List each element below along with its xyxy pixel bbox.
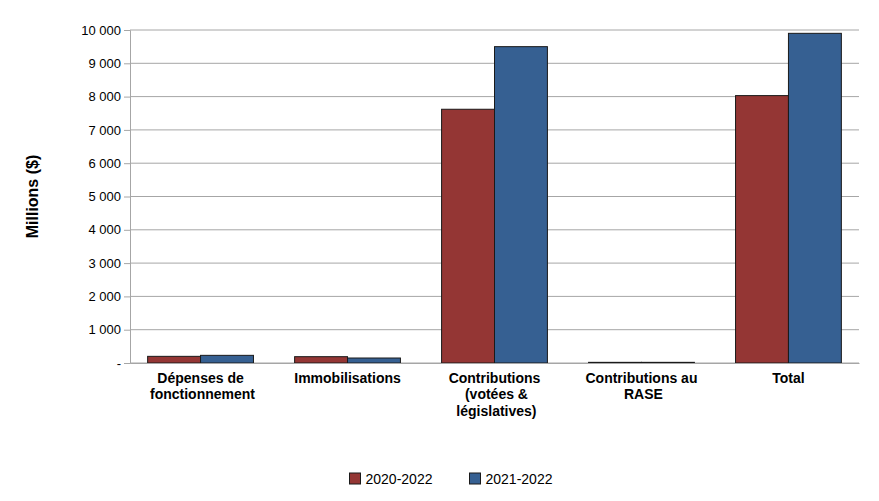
- x-tick-label: Dépenses de fonctionnement: [146, 370, 255, 403]
- x-tick-label-line: Contributions: [449, 370, 541, 386]
- x-tick-label: Contributions au RASE: [585, 370, 697, 403]
- legend-label: 2021-2022: [486, 471, 553, 487]
- x-tick-label-line: législatives): [452, 403, 536, 419]
- bar: [442, 109, 495, 363]
- chart: - 1 000 2 000 3 000 4 000 5 000 6 000 7 000 8 00…: [0, 0, 879, 501]
- grid-line: [130, 30, 859, 31]
- y-axis: - 1 000 2 000 3 000 4 000 5 000 6 000 7 000 8 00…: [81, 23, 130, 371]
- bar: [641, 362, 694, 363]
- x-tick-label: Contributions (votées & législatives): [449, 370, 541, 420]
- y-tick-label: 3 000: [88, 256, 121, 271]
- bar: [148, 356, 201, 363]
- bar: [348, 358, 401, 363]
- y-tick-label: -: [117, 356, 121, 371]
- x-tick-label-line: (votées &: [461, 386, 528, 402]
- y-tick-mark: [124, 130, 130, 131]
- y-tick-mark: [124, 263, 130, 264]
- y-tick: 3 000: [88, 256, 130, 271]
- bar: [495, 47, 548, 363]
- plot: - 1 000 2 000 3 000 4 000 5 000 6 000 7 000 8 00…: [81, 23, 859, 420]
- x-tick-label-line: Immobilisations: [294, 370, 401, 386]
- y-tick-label: 1 000: [88, 322, 121, 337]
- y-tick-mark: [124, 163, 130, 164]
- y-tick: 10 000: [81, 23, 130, 38]
- y-tick: 1 000: [88, 322, 130, 337]
- y-tick: 5 000: [88, 189, 130, 204]
- y-tick-label: 8 000: [88, 89, 121, 104]
- y-tick-label: 7 000: [88, 123, 121, 138]
- x-tick: Contributions au RASE: [585, 363, 697, 402]
- y-tick-mark: [124, 296, 130, 297]
- legend-item: 2020-2022: [350, 471, 433, 487]
- y-axis-line: [124, 31, 131, 364]
- y-tick-label: 9 000: [88, 56, 121, 71]
- x-tick: Contributions (votées & législatives): [449, 363, 541, 419]
- y-tick-label: 6 000: [88, 156, 121, 171]
- x-tick-label-line: Dépenses de: [157, 370, 244, 386]
- y-tick-mark: [124, 330, 130, 331]
- x-tick-label-line: Total: [772, 370, 804, 386]
- y-tick-label: 5 000: [88, 189, 121, 204]
- x-tick-label: Immobilisations: [294, 370, 401, 386]
- x-axis-line: [131, 363, 860, 364]
- y-tick-mark: [124, 30, 130, 31]
- x-tick-label-line: RASE: [620, 386, 663, 402]
- x-axis: Dépenses de fonctionnement Immobilisation…: [131, 363, 860, 419]
- bar: [736, 96, 789, 363]
- x-tick-label-line: fonctionnement: [146, 386, 255, 402]
- legend-swatch: [470, 473, 481, 484]
- bar: [295, 357, 348, 363]
- y-tick: 8 000: [88, 89, 130, 104]
- y-tick-mark: [124, 97, 130, 98]
- y-tick-mark: [124, 197, 130, 198]
- x-tick: Immobilisations: [294, 363, 401, 386]
- bar: [788, 33, 841, 363]
- x-tick-label-line: Contributions au: [585, 370, 697, 386]
- x-tick-label: Total: [772, 370, 804, 386]
- legend-item: 2021-2022: [470, 471, 553, 487]
- y-tick-mark: [124, 63, 130, 64]
- x-tick: Total: [772, 363, 804, 386]
- bar: [589, 362, 642, 363]
- y-tick: 6 000: [88, 156, 130, 171]
- y-tick: -: [117, 356, 130, 371]
- y-tick-label: 2 000: [88, 289, 121, 304]
- y-tick: 4 000: [88, 222, 130, 237]
- y-tick-mark: [124, 230, 130, 231]
- y-axis-title: Millions ($): [24, 155, 41, 239]
- y-tick: 7 000: [88, 123, 130, 138]
- y-tick: 2 000: [88, 289, 130, 304]
- y-tick-label: 10 000: [81, 23, 121, 38]
- x-tick: Dépenses de fonctionnement: [146, 363, 255, 402]
- legend-label: 2020-2022: [366, 471, 433, 487]
- legend-swatch: [350, 473, 361, 484]
- bars: [148, 33, 842, 363]
- y-tick: 9 000: [88, 56, 130, 71]
- bar: [201, 355, 254, 363]
- y-tick-label: 4 000: [88, 222, 121, 237]
- y-tick-mark: [124, 363, 130, 364]
- grid: [130, 30, 859, 363]
- legend: 2020-2022 2021-2022: [350, 471, 553, 487]
